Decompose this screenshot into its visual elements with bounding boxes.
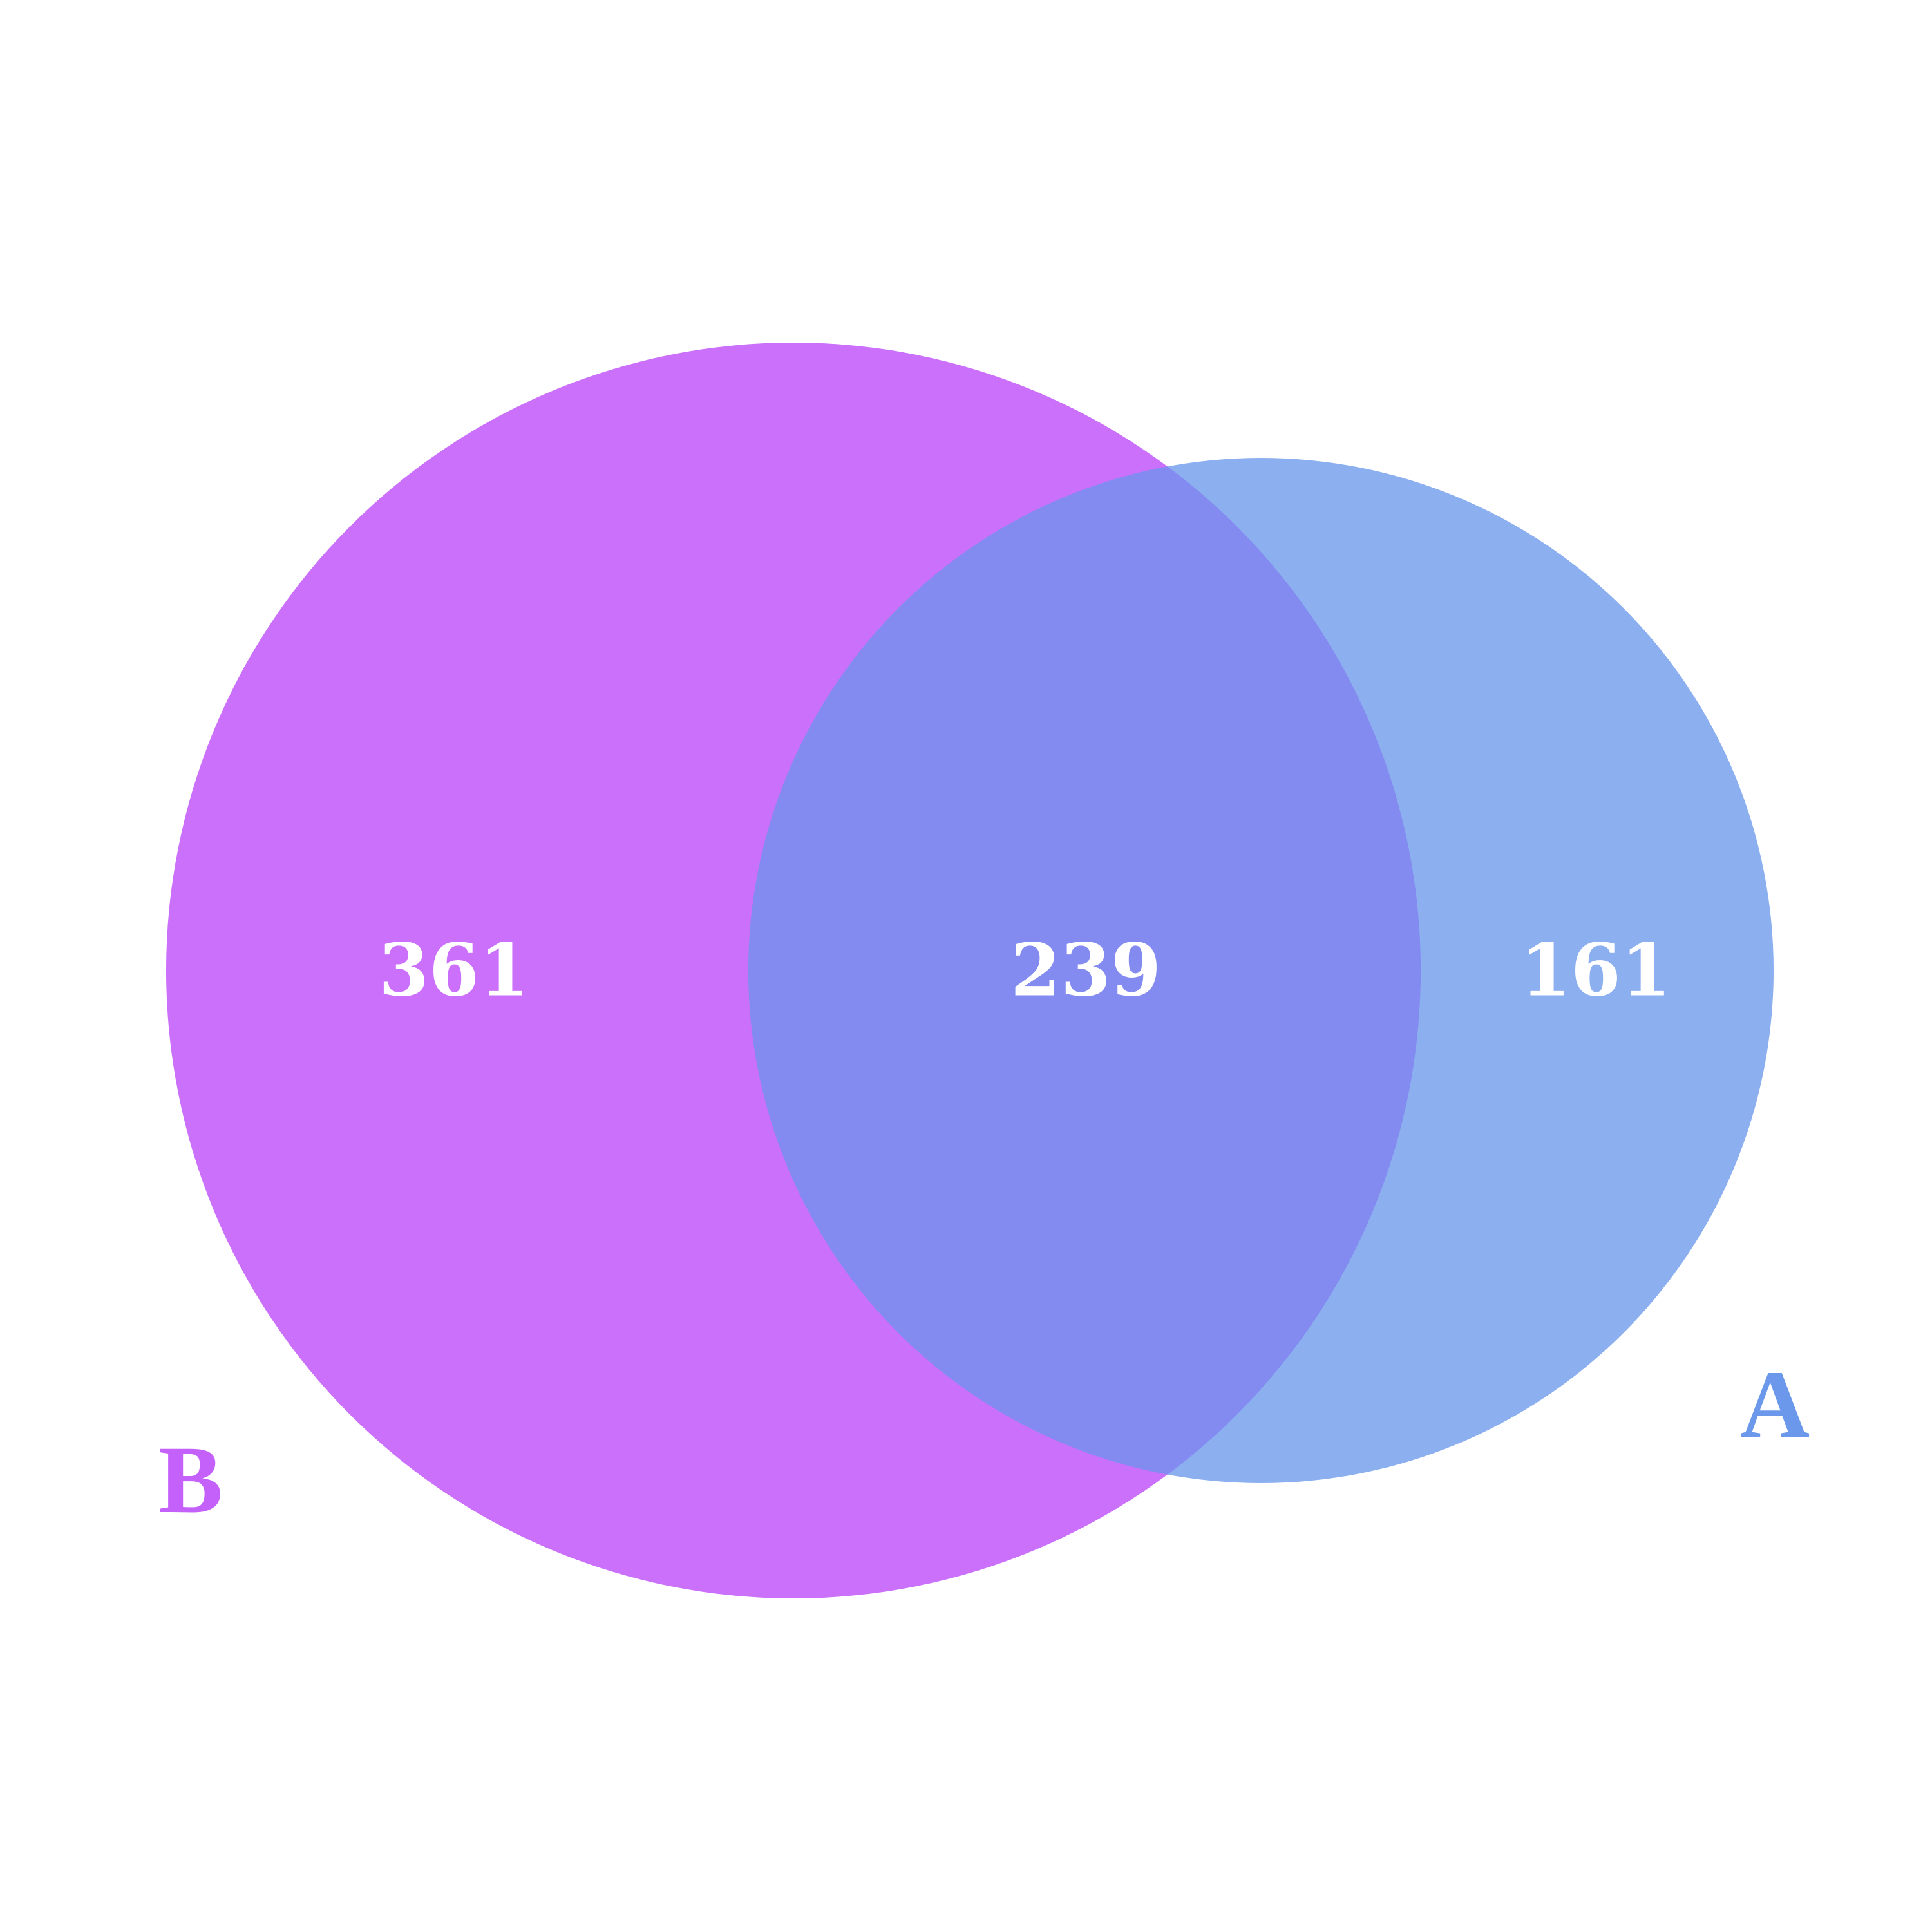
intersection-count: 239 xyxy=(1010,929,1161,1013)
intersection-region xyxy=(748,458,1421,1483)
set-b-label: B xyxy=(158,1426,223,1533)
set-a-only-count: 161 xyxy=(1520,929,1671,1013)
set-a-label: A xyxy=(1740,1351,1810,1458)
set-b-only-count: 361 xyxy=(379,929,529,1013)
